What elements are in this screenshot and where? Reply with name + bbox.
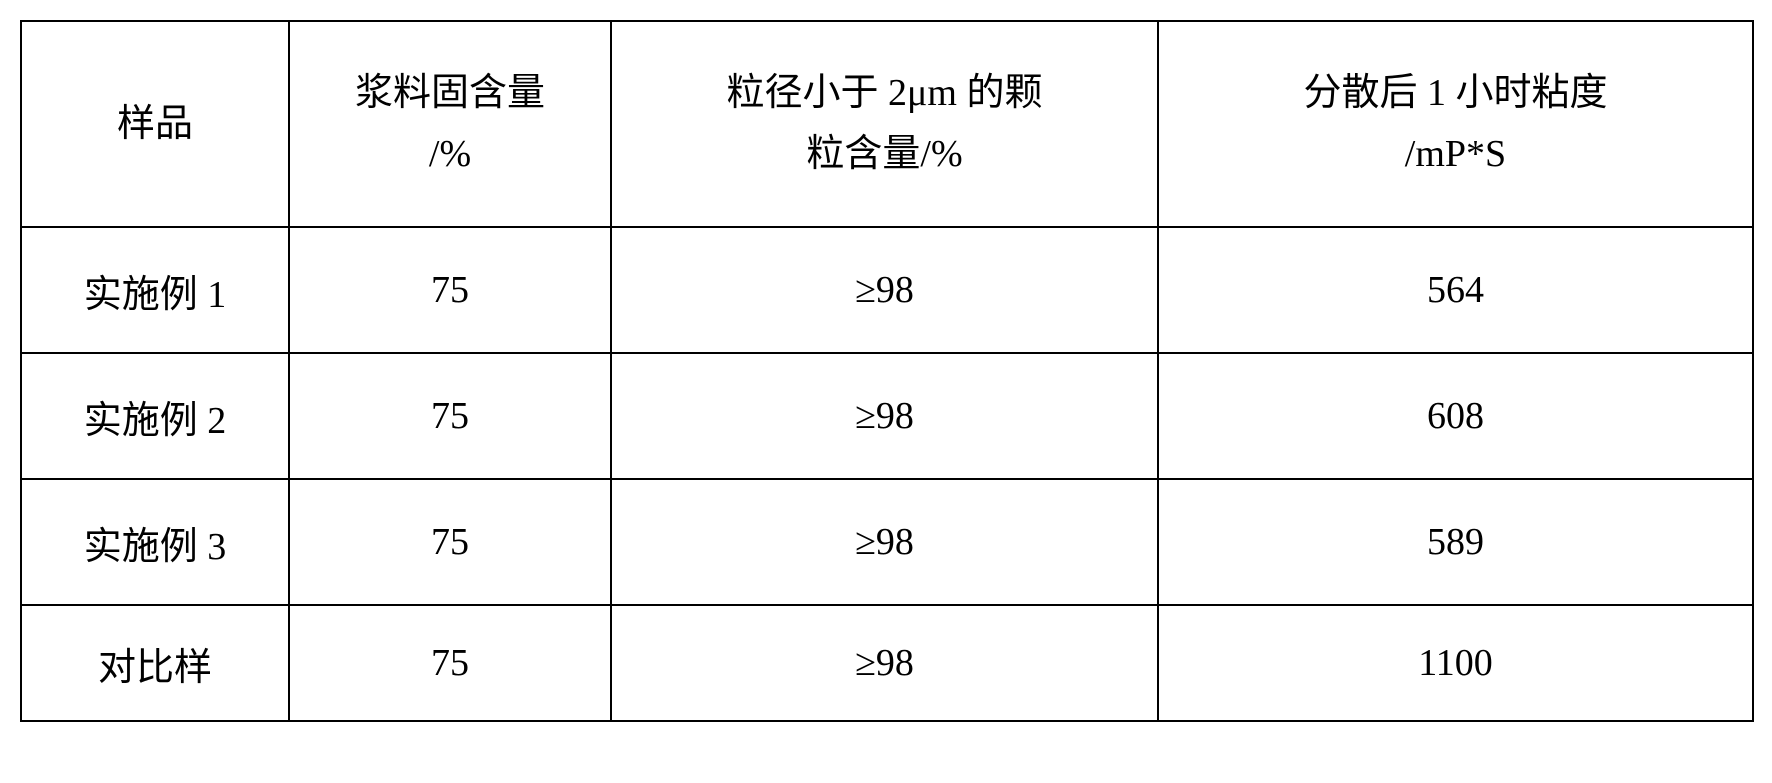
table-row: 实施例 3 75 ≥98 589: [21, 479, 1753, 605]
cell-particle-content: ≥98: [611, 479, 1158, 605]
table-row: 对比样 75 ≥98 1100: [21, 605, 1753, 721]
cell-sample: 实施例 2: [21, 353, 289, 479]
table-row: 实施例 2 75 ≥98 608: [21, 353, 1753, 479]
header-particle-content-line2: 粒含量/%: [806, 133, 962, 175]
header-particle-content: 粒径小于 2μm 的颗 粒含量/%: [611, 21, 1158, 227]
header-solid-content-line1: 浆料固含量: [355, 72, 545, 114]
table-row: 实施例 1 75 ≥98 564: [21, 227, 1753, 353]
header-viscosity-line1: 分散后 1 小时粘度: [1303, 72, 1607, 114]
cell-sample: 对比样: [21, 605, 289, 721]
cell-viscosity: 1100: [1158, 605, 1753, 721]
header-viscosity-line2: /mP*S: [1405, 133, 1506, 175]
cell-sample: 实施例 3: [21, 479, 289, 605]
header-viscosity: 分散后 1 小时粘度 /mP*S: [1158, 21, 1753, 227]
header-solid-content: 浆料固含量 /%: [289, 21, 611, 227]
cell-viscosity: 589: [1158, 479, 1753, 605]
cell-solid-content: 75: [289, 227, 611, 353]
cell-viscosity: 608: [1158, 353, 1753, 479]
header-sample: 样品: [21, 21, 289, 227]
cell-particle-content: ≥98: [611, 353, 1158, 479]
data-table: 样品 浆料固含量 /% 粒径小于 2μm 的颗 粒含量/% 分散后 1 小时粘度…: [20, 20, 1754, 722]
header-particle-content-line1: 粒径小于 2μm 的颗: [727, 72, 1043, 114]
cell-solid-content: 75: [289, 605, 611, 721]
header-solid-content-line2: /%: [429, 133, 471, 175]
cell-particle-content: ≥98: [611, 227, 1158, 353]
cell-sample: 实施例 1: [21, 227, 289, 353]
table-header-row: 样品 浆料固含量 /% 粒径小于 2μm 的颗 粒含量/% 分散后 1 小时粘度…: [21, 21, 1753, 227]
cell-particle-content: ≥98: [611, 605, 1158, 721]
cell-viscosity: 564: [1158, 227, 1753, 353]
cell-solid-content: 75: [289, 479, 611, 605]
cell-solid-content: 75: [289, 353, 611, 479]
